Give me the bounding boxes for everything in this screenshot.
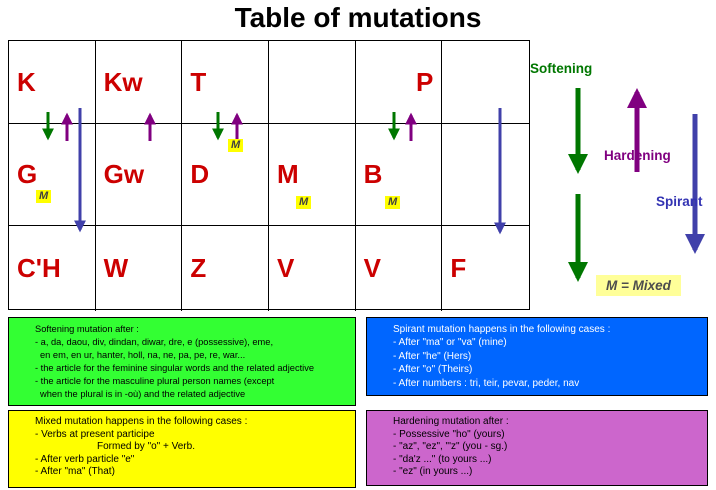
hardening-box-line: - "da'z ..." (to yours ...) [393, 453, 492, 465]
mixed-box-title: Mixed mutation happens in the following … [35, 416, 248, 427]
cell-z: Z [182, 226, 269, 311]
cell-m: M [268, 124, 356, 226]
legend-spirant-label: Spirant [656, 194, 703, 209]
mixed-m-label-g: M [36, 190, 52, 203]
hardening-box-line: - "ez" (in yours ...) [393, 466, 473, 478]
cell-gw: Gw [95, 124, 183, 226]
cell-k: K [9, 41, 96, 124]
page-title: Table of mutations [234, 2, 482, 33]
cell-empty-2 [442, 41, 529, 124]
letter-g: G [17, 159, 38, 189]
mixed-box-line: Formed by "o" + Verb. [97, 441, 195, 453]
softening-box-line: - the article for the masculine plural p… [35, 375, 275, 386]
softening-box-line: - a, da, daou, div, dindan, diwar, dre, … [35, 336, 274, 347]
softening-box-title: Softening mutation after : [35, 324, 139, 334]
spirant-box-line: - After "ma" or "va" (mine) [393, 337, 507, 349]
softening-box-line: - the article for the feminine singular … [35, 362, 315, 373]
legend-mixed-label: M = Mixed [596, 275, 681, 296]
cell-t: T [182, 41, 269, 124]
softening-box-line: when the plural is in -où) and the relat… [40, 388, 246, 399]
letter-v1: V [276, 253, 295, 283]
letter-v2: V [363, 253, 381, 283]
letter-kw: Kw [103, 66, 143, 97]
spirant-info-box: Spirant mutation happens in the followin… [366, 317, 708, 396]
hardening-info-box: Hardening mutation after : - Possessive … [366, 410, 708, 486]
softening-box-line: en em, en ur, hanter, holl, na, ne, pa, … [40, 349, 246, 360]
cell-v2: V [356, 226, 443, 311]
letter-m: M [276, 159, 299, 189]
mixed-m-label-b: M [385, 196, 401, 209]
letter-b: B [363, 159, 383, 189]
cell-d: D [182, 124, 269, 226]
spirant-box-title: Spirant mutation happens in the followin… [393, 324, 611, 335]
cell-kw: Kw [95, 41, 183, 124]
hardening-box-title: Hardening mutation after : [393, 416, 509, 427]
legend-hardening-label: Hardening [604, 148, 671, 163]
letter-p: P [415, 66, 434, 97]
cell-ch: C'H [9, 226, 96, 311]
cell-f: F [442, 226, 529, 311]
cell-v1: V [269, 226, 356, 311]
cell-empty-3 [442, 124, 529, 226]
mixed-box-line: - After verb particle "e" [35, 453, 135, 465]
letter-f: F [450, 253, 467, 283]
letter-gw: Gw [103, 159, 145, 189]
legend-softening-label: Softening [530, 61, 593, 76]
mixed-box-line: - After "ma" (That) [35, 466, 115, 478]
cell-empty-1 [268, 41, 356, 124]
cell-b: B [355, 124, 443, 226]
letter-w: W [103, 253, 129, 283]
letter-t: T [190, 66, 207, 97]
mixed-box-line: - Verbs at present participe [35, 428, 155, 440]
hardening-box-line: - "az", "ez", "'z" (you - sg.) [393, 441, 508, 453]
letter-k: K [17, 66, 36, 97]
mutation-table: K Kw T P G Gw D M B C'H W Z V V F [8, 40, 530, 311]
letter-z: Z [190, 253, 207, 283]
softening-info-box: Softening mutation after : - a, da, daou… [8, 317, 356, 406]
spirant-box-line: - After "o" (Theirs) [393, 364, 473, 376]
mixed-m-label-m: M [296, 196, 312, 209]
cell-g: G [9, 124, 96, 226]
cell-w: W [96, 226, 183, 311]
mixed-info-box: Mixed mutation happens in the following … [8, 410, 356, 488]
mixed-m-label-d: M [228, 139, 244, 152]
letter-d: D [190, 159, 210, 189]
spirant-box-line: - After "he" (Hers) [393, 350, 472, 362]
spirant-box-line: - After numbers : tri, teir, pevar, pede… [393, 377, 580, 389]
cell-p: P [355, 41, 443, 124]
letter-ch: C'H [17, 253, 61, 283]
hardening-box-line: - Possessive "ho" (yours) [393, 428, 505, 440]
